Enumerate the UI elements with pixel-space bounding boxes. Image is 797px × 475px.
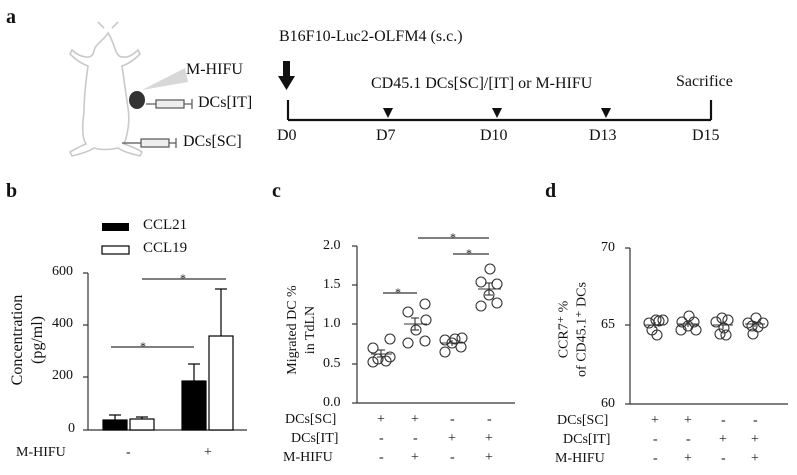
label-dcs-it: DCs[IT]	[198, 94, 253, 111]
d-row-label-dcs-sc: DCs[SC]	[557, 413, 609, 428]
label-dcs-sc: DCs[SC]	[183, 133, 242, 150]
c-matrix-cell: +	[448, 431, 456, 446]
b-sig-ccl21: *	[140, 339, 146, 353]
c-matrix-cell: +	[411, 412, 419, 427]
c-sig-3: *	[450, 230, 456, 244]
c-ytick-1.0: 1.0	[323, 316, 341, 331]
mouse-illustration	[68, 21, 144, 157]
d-matrix-cell: +	[719, 432, 727, 447]
label-m-hifu: M-HIFU	[186, 61, 243, 78]
b-ylabel-line2: (pg/ml)	[29, 316, 46, 364]
timeline	[278, 61, 713, 122]
c-matrix-cell: +	[485, 431, 493, 446]
d-matrix-cell: +	[684, 413, 692, 428]
legend-ccl19: CCL19	[143, 240, 188, 256]
timeline-day-d10: D10	[480, 127, 508, 144]
b-ytick-600: 600	[52, 264, 73, 279]
d-matrix-cell: +	[751, 451, 759, 466]
b-ytick-200: 200	[52, 368, 73, 383]
panel-a-letter: a	[6, 6, 16, 28]
hifu-beam-icon	[142, 68, 188, 90]
b-sig-ccl19: *	[180, 271, 186, 285]
syringe-sc-icon	[122, 138, 177, 148]
d-ylabel-line2: of CD45.1⁺ DCs	[574, 282, 590, 377]
c-matrix-cell: +	[485, 450, 493, 465]
c-ylabel-line1: Migrated DC %	[285, 285, 300, 375]
panel-c-points	[367, 263, 503, 368]
c-matrix-cell: -	[379, 450, 384, 465]
c-row-label-dcs-it: DCs[IT]	[291, 431, 339, 446]
syringe-it-icon	[146, 99, 193, 109]
c-matrix-cell: -	[413, 431, 418, 446]
c-matrix-cell: -	[450, 412, 455, 427]
c-ytick-1.5: 1.5	[323, 277, 341, 292]
panel-c-chart	[352, 237, 515, 404]
d-matrix-cell: -	[686, 432, 691, 447]
d-matrix-cell: +	[651, 413, 659, 428]
d-matrix-cell: -	[721, 451, 726, 466]
legend-ccl21: CCL21	[143, 217, 188, 233]
d-row-label-dcs-it: DCs[IT]	[563, 432, 611, 447]
timeline-day-d13: D13	[589, 127, 617, 144]
timeline-day-d0: D0	[277, 127, 297, 144]
c-sig-1: *	[395, 285, 401, 299]
d-matrix-cell: +	[684, 451, 692, 466]
c-matrix-cell: +	[377, 412, 385, 427]
timeline-treatment-label: CD45.1 DCs[SC]/[IT] or M-HIFU	[371, 75, 593, 92]
b-ylabel-line1: Concentration	[9, 294, 26, 386]
c-sig-2: *	[466, 246, 472, 260]
panel-c-letter: c	[272, 180, 281, 202]
b-ytick-400: 400	[52, 316, 73, 331]
b-row-label-m-hifu: M-HIFU	[16, 445, 66, 460]
b-cond-minus: -	[126, 445, 131, 460]
c-matrix-cell: -	[379, 431, 384, 446]
d-ytick-60: 60	[601, 396, 615, 411]
c-ylabel-line2: in TdLN	[303, 305, 318, 355]
panel-d-letter: d	[545, 180, 557, 202]
panel-d-points	[643, 310, 769, 341]
panel-d-chart	[625, 247, 788, 405]
timeline-inoculation-label: B16F10-Luc2-OLFM4 (s.c.)	[279, 28, 463, 45]
c-ytick-2.0: 2.0	[323, 238, 341, 253]
timeline-day-d7: D7	[376, 127, 396, 144]
d-matrix-cell: +	[751, 432, 759, 447]
b-cond-plus: +	[204, 445, 212, 460]
d-matrix-cell: -	[753, 413, 758, 428]
c-ytick-0.5: 0.5	[323, 356, 341, 371]
panel-b-letter: b	[6, 180, 18, 202]
c-row-label-dcs-sc: DCs[SC]	[285, 412, 337, 427]
c-matrix-cell: -	[487, 412, 492, 427]
timeline-endpoint-label: Sacrifice	[676, 73, 733, 90]
c-row-label-m-hifu: M-HIFU	[283, 450, 333, 465]
d-matrix-cell: -	[653, 451, 658, 466]
d-ytick-65: 65	[601, 317, 615, 332]
d-matrix-cell: -	[721, 413, 726, 428]
timeline-day-d15: D15	[692, 127, 720, 144]
d-row-label-m-hifu: M-HIFU	[555, 451, 605, 466]
c-matrix-cell: -	[450, 450, 455, 465]
c-matrix-cell: +	[411, 450, 419, 465]
c-ytick-0.0: 0.0	[323, 395, 341, 410]
b-ytick-0: 0	[68, 421, 75, 436]
d-matrix-cell: -	[653, 432, 658, 447]
panel-b-chart	[83, 223, 247, 431]
d-ylabel-line1: CCR7⁺ %	[556, 300, 572, 359]
tumor-icon	[129, 91, 145, 109]
d-ytick-70: 70	[601, 240, 615, 255]
